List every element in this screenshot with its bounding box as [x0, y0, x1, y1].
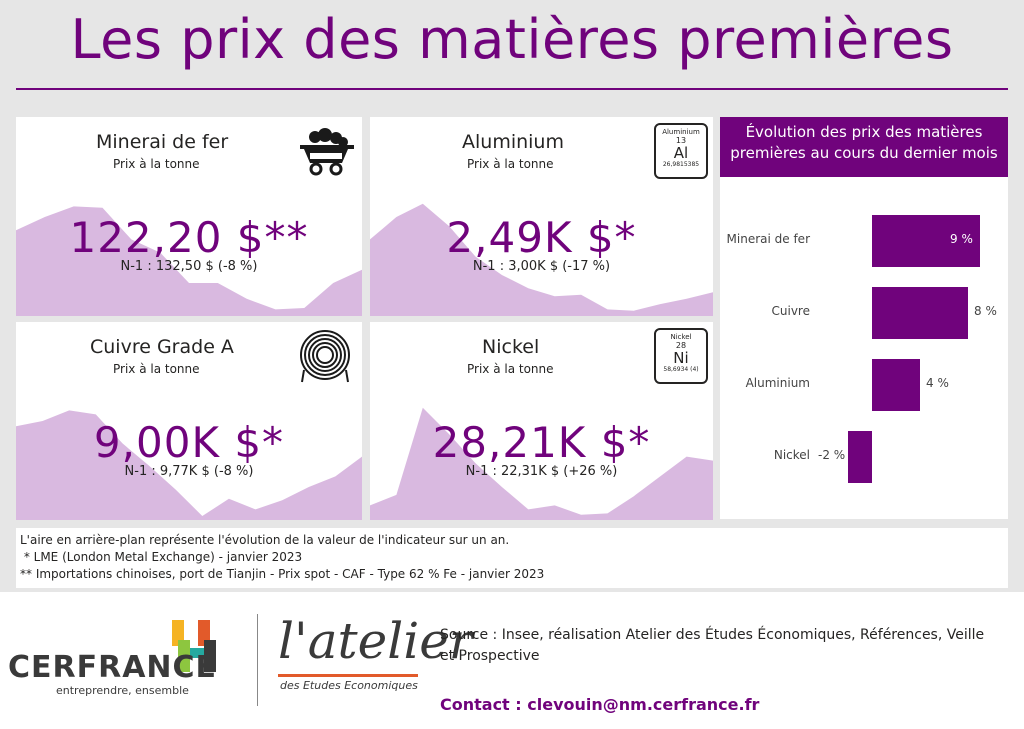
- trend-area: [370, 407, 713, 520]
- chart-title: Évolution des prix des matières première…: [720, 117, 1008, 177]
- card-subtitle: Prix à la tonne: [113, 157, 200, 171]
- contact-email[interactable]: Contact : clevouin@nm.cerfrance.fr: [440, 695, 760, 714]
- trend-area: [16, 410, 362, 520]
- footnote-area: L'aire en arrière-plan représente l'évol…: [20, 533, 510, 547]
- bar-value-label: 9 %: [950, 232, 973, 246]
- card-cuivre-grade-a[interactable]: Cuivre Grade A Prix à la tonne 9,00K $* …: [16, 322, 362, 520]
- bar-category-label: Minerai de fer: [726, 232, 810, 246]
- title-underline: [16, 88, 1008, 90]
- bar-category-label: Aluminium: [745, 376, 810, 390]
- card-previous-year: N-1 : 22,31K $ (+26 %): [465, 464, 618, 479]
- trend-area-shape: [370, 407, 713, 520]
- bar[interactable]: [848, 431, 872, 483]
- card-value: 2,49K $*: [446, 213, 637, 262]
- bar[interactable]: [872, 215, 980, 267]
- card-aluminium[interactable]: Aluminium Prix à la tonne 2,49K $* N-1 :…: [370, 117, 713, 316]
- monthly-change-chart: Évolution des prix des matières première…: [720, 117, 1008, 519]
- trend-area-shape: [16, 206, 362, 316]
- footnote-iron: ** Importations chinoises, port de Tianj…: [20, 567, 545, 581]
- bar-value-label: 4 %: [926, 376, 949, 390]
- atelier-subtitle: des Etudes Economiques: [280, 679, 418, 692]
- card-title: Aluminium: [462, 131, 564, 153]
- card-previous-year: N-1 : 132,50 $ (-8 %): [120, 259, 258, 274]
- card-subtitle: Prix à la tonne: [467, 157, 554, 171]
- card-nickel[interactable]: Nickel Prix à la tonne 28,21K $* N-1 : 2…: [370, 322, 713, 520]
- atelier-wordmark: l'atelier: [278, 612, 473, 670]
- cerfrance-tagline: entreprendre, ensemble: [56, 684, 189, 697]
- card-title: Cuivre Grade A: [90, 336, 234, 358]
- atelier-underline: [278, 674, 418, 677]
- trend-area-shape: [370, 203, 713, 316]
- page-title: Les prix des matières premières: [70, 8, 954, 71]
- card-subtitle: Prix à la tonne: [113, 362, 200, 376]
- card-previous-year: N-1 : 3,00K $ (-17 %): [472, 259, 611, 274]
- footer: CERFRANCE entreprendre, ensemble l'ateli…: [0, 592, 1024, 729]
- bar-value-label: 8 %: [974, 304, 997, 318]
- card-previous-year: N-1 : 9,77K $ (-8 %): [124, 464, 254, 479]
- bar-category-label: Cuivre: [771, 304, 810, 318]
- footer-divider: [257, 614, 258, 706]
- bar-value-label: -2 %: [818, 448, 846, 462]
- card-value: 9,00K $*: [93, 418, 285, 467]
- source-text: Source : Insee, réalisation Atelier des …: [440, 627, 985, 664]
- periodic-element-icon: Aluminium 13 Al 26,9815385: [654, 123, 708, 179]
- mine-cart-icon: [300, 128, 354, 176]
- cerfrance-wordmark: CERFRANCE: [8, 650, 218, 685]
- periodic-element-icon: Nickel 28 Ni 58,6934 (4): [654, 328, 708, 384]
- trend-area: [16, 206, 362, 316]
- trend-area: [370, 203, 713, 316]
- card-title: Nickel: [482, 336, 540, 358]
- bar[interactable]: [872, 287, 968, 339]
- footnote-lme: * LME (London Metal Exchange) - janvier …: [20, 550, 303, 564]
- card-value: 122,20 $**: [69, 213, 309, 262]
- cerfrance-logo-icon: [172, 620, 216, 672]
- bar[interactable]: [872, 359, 920, 411]
- trend-area-shape: [16, 410, 362, 520]
- card-minerai-de-fer[interactable]: Minerai de fer Prix à la tonne 122,20 $*…: [16, 117, 362, 316]
- card-value: 28,21K $*: [432, 418, 651, 467]
- card-title: Minerai de fer: [96, 131, 229, 153]
- bar-category-label: Nickel: [773, 448, 810, 462]
- footnotes: L'aire en arrière-plan représente l'évol…: [16, 528, 1008, 588]
- copper-coil-icon: [300, 330, 350, 383]
- card-subtitle: Prix à la tonne: [467, 362, 554, 376]
